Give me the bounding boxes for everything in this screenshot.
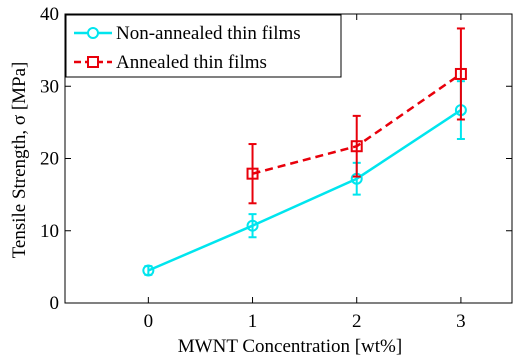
data-point bbox=[246, 167, 259, 180]
y-tick-label: 40 bbox=[40, 4, 59, 25]
legend-marker-1 bbox=[87, 27, 99, 39]
series-line bbox=[147, 109, 462, 272]
legend-label-2: Annealed thin films bbox=[116, 52, 267, 73]
legend-label-1: Non-annealed thin films bbox=[116, 23, 301, 44]
legend: Non-annealed thin films Annealed thin fil… bbox=[65, 14, 342, 78]
x-tick-label: 2 bbox=[352, 311, 362, 332]
series-1 bbox=[142, 80, 467, 277]
data-point bbox=[350, 140, 363, 153]
legend-box bbox=[65, 14, 342, 78]
x-tick-label: 0 bbox=[144, 311, 154, 332]
y-tick-label: 30 bbox=[40, 76, 59, 97]
data-point bbox=[246, 219, 259, 232]
x-tick-label: 1 bbox=[248, 311, 258, 332]
y-axis-label: Tensile Strength, σ [MPa] bbox=[9, 62, 30, 259]
y-tick-label: 20 bbox=[40, 149, 59, 170]
y-tick-label: 0 bbox=[50, 293, 60, 314]
legend-marker-2 bbox=[87, 56, 99, 68]
data-point bbox=[142, 264, 155, 277]
y-tick-label: 10 bbox=[40, 221, 59, 242]
x-axis-label: MWNT Concentration [wt%] bbox=[178, 336, 402, 357]
x-tick-label: 3 bbox=[456, 311, 466, 332]
series-layer bbox=[142, 27, 467, 277]
data-point bbox=[454, 67, 467, 80]
series-2 bbox=[246, 27, 467, 205]
